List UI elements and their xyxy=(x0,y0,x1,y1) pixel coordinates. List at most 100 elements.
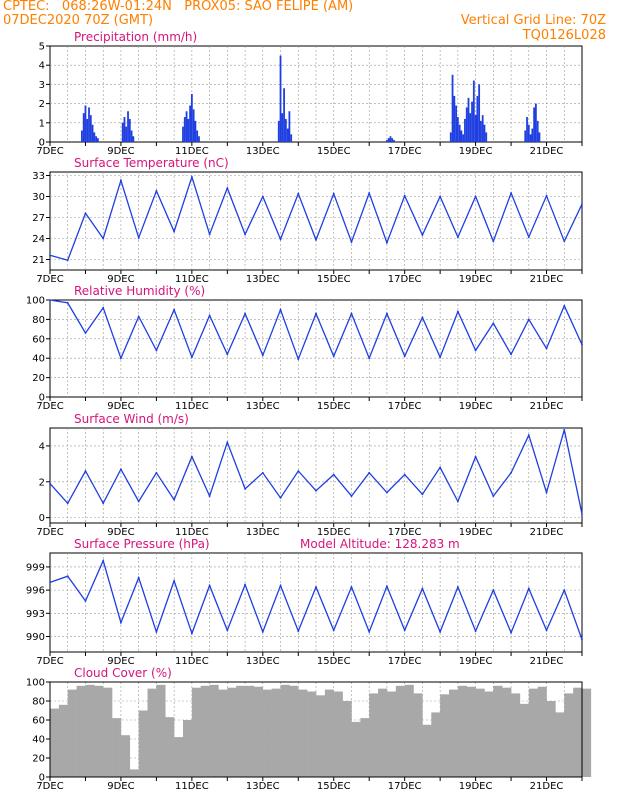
data-point xyxy=(527,236,530,239)
data-point xyxy=(120,468,122,471)
precip-bar xyxy=(476,95,479,142)
x-tick-label: 17DEC xyxy=(388,656,422,667)
x-tick-label: 9DEC xyxy=(107,656,134,667)
x-tick-label: 7DEC xyxy=(36,274,63,285)
y-tick-label: 4 xyxy=(39,61,45,72)
cloud-bar xyxy=(280,684,290,777)
data-point xyxy=(137,500,140,503)
cloud-bar xyxy=(120,735,131,777)
data-point xyxy=(190,356,193,359)
x-tick-label: 17DEC xyxy=(388,527,422,538)
cloud-bar xyxy=(298,689,308,777)
precip-bar xyxy=(290,134,293,142)
cloud-bar xyxy=(333,691,343,777)
cloud-bar xyxy=(289,685,299,777)
precip-bar xyxy=(474,115,477,142)
precip-bar xyxy=(464,118,466,142)
precip-bar xyxy=(132,136,135,142)
header-grid-line-note: Vertical Grid Line: 70Z xyxy=(460,13,606,28)
precip-bar xyxy=(277,120,280,142)
data-point xyxy=(155,190,158,192)
data-point xyxy=(368,471,371,474)
cloud-bar xyxy=(404,684,414,777)
data-point xyxy=(474,195,477,198)
data-point xyxy=(332,473,335,476)
cloud-bar xyxy=(76,685,86,777)
data-point xyxy=(350,495,353,498)
cloud-bar xyxy=(351,721,361,777)
data-point xyxy=(456,586,459,588)
x-tick-label: 11DEC xyxy=(175,781,209,792)
data-point xyxy=(297,630,300,633)
y-tick-label: 2 xyxy=(39,477,45,488)
precip-bar xyxy=(121,122,124,142)
cloud-bar xyxy=(360,718,370,777)
data-point xyxy=(421,493,424,496)
precip-bar xyxy=(456,117,459,142)
data-point xyxy=(261,630,264,633)
data-point xyxy=(315,586,317,588)
x-tick-label: 19DEC xyxy=(459,401,493,412)
data-point xyxy=(120,179,122,182)
cloud-bar xyxy=(457,685,467,777)
data-point xyxy=(403,629,406,632)
y-tick-label: 999 xyxy=(26,562,45,573)
cloud-bar xyxy=(519,703,530,777)
cloud-bar xyxy=(236,685,246,777)
precip-bar xyxy=(467,97,470,142)
cloud-bar xyxy=(431,712,441,777)
cloud-bar xyxy=(103,687,113,777)
precip-bar xyxy=(386,140,388,142)
data-point xyxy=(581,513,583,515)
x-tick-label: 15DEC xyxy=(317,656,351,667)
data-point xyxy=(456,310,459,313)
cloud-bar xyxy=(209,684,219,777)
data-point xyxy=(102,237,105,240)
precip-bar xyxy=(389,136,392,142)
y-tick-label: 30 xyxy=(32,192,45,203)
x-tick-label: 11DEC xyxy=(175,656,209,667)
precip-bar xyxy=(198,136,200,142)
precip-bar xyxy=(451,74,454,142)
data-point xyxy=(439,630,442,633)
y-tick-label: 0 xyxy=(39,393,45,404)
precip-bar xyxy=(536,120,539,142)
x-tick-label: 9DEC xyxy=(107,274,134,285)
x-tick-label: 17DEC xyxy=(388,146,422,157)
data-point xyxy=(84,470,87,472)
x-tick-label: 7DEC xyxy=(36,401,63,412)
precip-bar xyxy=(89,115,92,142)
data-point xyxy=(261,195,264,198)
data-point xyxy=(492,240,495,243)
x-tick-label: 15DEC xyxy=(317,146,351,157)
data-point xyxy=(474,349,477,352)
data-point xyxy=(84,332,87,334)
cloud-bar xyxy=(342,701,352,777)
data-point xyxy=(439,195,442,198)
data-point xyxy=(563,304,566,307)
precip-bar xyxy=(190,94,193,142)
y-tick-label: 1 xyxy=(39,118,45,129)
cloud-bar xyxy=(573,687,583,777)
x-tick-label: 13DEC xyxy=(246,146,280,157)
cloud-bar xyxy=(58,704,68,777)
precip-bar xyxy=(183,117,186,142)
precip-bar xyxy=(128,118,131,142)
data-point xyxy=(137,236,140,239)
precip-bar xyxy=(460,130,463,142)
precip-bar xyxy=(478,84,481,142)
data-point xyxy=(155,471,158,474)
precip-bar xyxy=(288,111,291,142)
cloud-bar xyxy=(386,691,397,777)
data-point xyxy=(510,353,512,356)
series-line xyxy=(49,558,583,640)
precip-bar xyxy=(281,113,284,142)
x-tick-label: 15DEC xyxy=(317,527,351,538)
data-point xyxy=(492,589,495,592)
data-point xyxy=(49,299,51,301)
y-tick-label: 60 xyxy=(32,334,45,345)
cloud-bar xyxy=(218,689,228,777)
cloud-bar xyxy=(546,701,556,777)
x-tick-label: 17DEC xyxy=(388,401,422,412)
x-tick-label: 9DEC xyxy=(107,781,134,792)
